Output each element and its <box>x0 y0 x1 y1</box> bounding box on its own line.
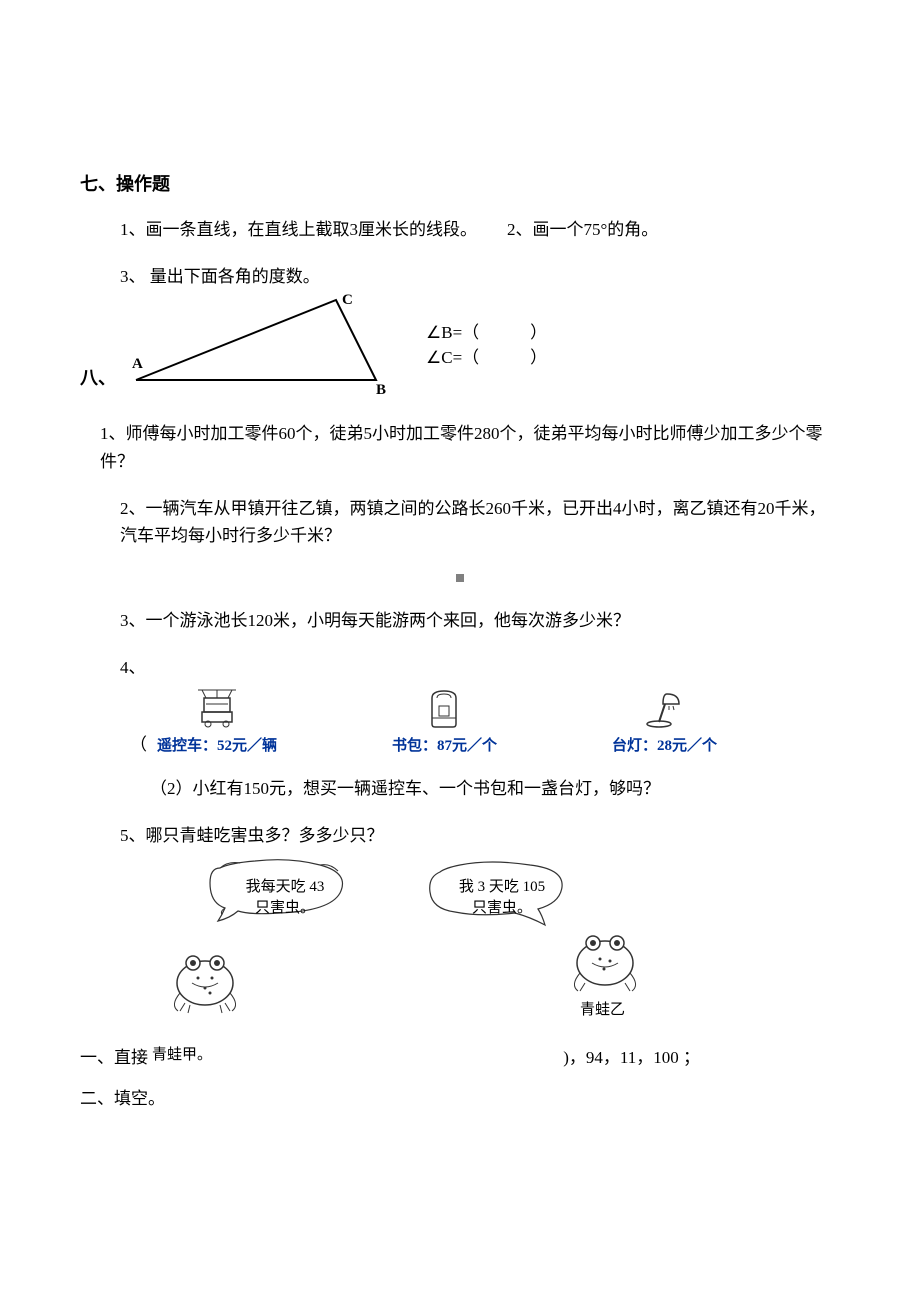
q7-3: 3、 量出下面各角的度数。 <box>120 263 840 290</box>
q8-3: 3、一个游泳池长120米，小明每天能游两个来回，他每次游多少米？ <box>120 607 840 634</box>
answer-1-right: )，94，11，100 ； <box>563 1043 700 1068</box>
angle-answers: ∠B=（ ） ∠C=（ ） <box>426 320 547 371</box>
q7-1: 1、画一条直线，在直线上截取3厘米长的线段。 <box>120 216 477 243</box>
vertex-b: B <box>376 382 386 398</box>
products-row: 遥控车：52元／辆 书包：87元／个 台灯 <box>157 686 717 755</box>
left-frog-svg <box>160 933 250 1023</box>
page-content: 七、操作题 1、画一条直线，在直线上截取3厘米长的线段。 2、画一个75°的角。… <box>0 0 920 1149</box>
product-lamp: 台灯：28元／个 <box>612 686 717 755</box>
answer-1-left: 一、直接 <box>80 1043 148 1068</box>
angle-b: ∠B=（ ） <box>426 320 547 346</box>
bag-label: 书包：87元／个 <box>392 734 497 755</box>
product-bag: 书包：87元／个 <box>392 686 497 755</box>
answer-line-2: 二、填空。 <box>80 1084 840 1109</box>
left-bubble-line2: 只害虫。 <box>230 896 340 917</box>
product-car: 遥控车：52元／辆 <box>157 686 277 755</box>
q8-2: 2、一辆汽车从甲镇开往乙镇，两镇之间的公路长260千米，已开出4小时，离乙镇还有… <box>120 495 840 549</box>
q8-5: 5、哪只青蛙吃害虫多？多多少只？ <box>120 822 840 849</box>
left-bubble-text: 我每天吃 43 只害虫。 <box>230 875 340 917</box>
left-bubble-line1: 我每天吃 43 <box>230 875 340 896</box>
section-7-title: 七、操作题 <box>80 170 840 196</box>
right-bubble-line2: 只害虫。 <box>442 896 562 917</box>
triangle-svg: A B C <box>126 290 386 400</box>
car-label: 遥控车：52元／辆 <box>157 734 277 755</box>
angle-c: ∠C=（ ） <box>426 345 547 371</box>
right-bubble-line1: 我 3 天吃 105 <box>442 875 562 896</box>
q8-4-prefix: 4、 <box>120 654 840 681</box>
bag-icon <box>419 686 469 730</box>
right-frog-label: 青蛙乙 <box>580 998 625 1019</box>
lamp-icon <box>639 686 689 730</box>
center-marker <box>80 569 840 587</box>
products-row-wrap: （ 遥控车：52元／辆 <box>80 686 840 755</box>
lamp-label: 台灯：28元／个 <box>612 734 717 755</box>
answer-line-1: 一、直接 青蛙甲。 )，94，11，100 ； <box>80 1043 840 1068</box>
car-icon <box>192 686 242 730</box>
q8-1: 1、师傅每小时加工零件60个，徒弟5小时加工零件280个，徒弟平均每小时比师傅少… <box>100 420 840 474</box>
triangle-block: A B C ∠B=（ ） ∠C=（ ） <box>126 290 547 400</box>
q7-1-2-row: 1、画一条直线，在直线上截取3厘米长的线段。 2、画一个75°的角。 <box>120 216 840 243</box>
q8-4-2: （2）小红有150元，想买一辆遥控车、一个书包和一盏台灯，够吗？ <box>150 775 840 802</box>
q7-2: 2、画一个75°的角。 <box>507 216 658 243</box>
right-bubble-text: 我 3 天吃 105 只害虫。 <box>442 875 562 917</box>
section-8-title: 八、 <box>80 364 116 400</box>
section-8-row: 八、 A B C ∠B=（ ） ∠C=（ ） <box>80 290 840 400</box>
vertex-a: A <box>132 356 143 372</box>
right-frog-svg <box>560 913 650 1003</box>
q8-4-paren: （ <box>130 730 147 755</box>
frog-block: 我每天吃 43 只害虫。 我 3 天吃 105 只害虫。 <box>130 853 690 1043</box>
vertex-c: C <box>342 292 353 308</box>
left-frog-label: 青蛙甲。 <box>152 1043 212 1068</box>
